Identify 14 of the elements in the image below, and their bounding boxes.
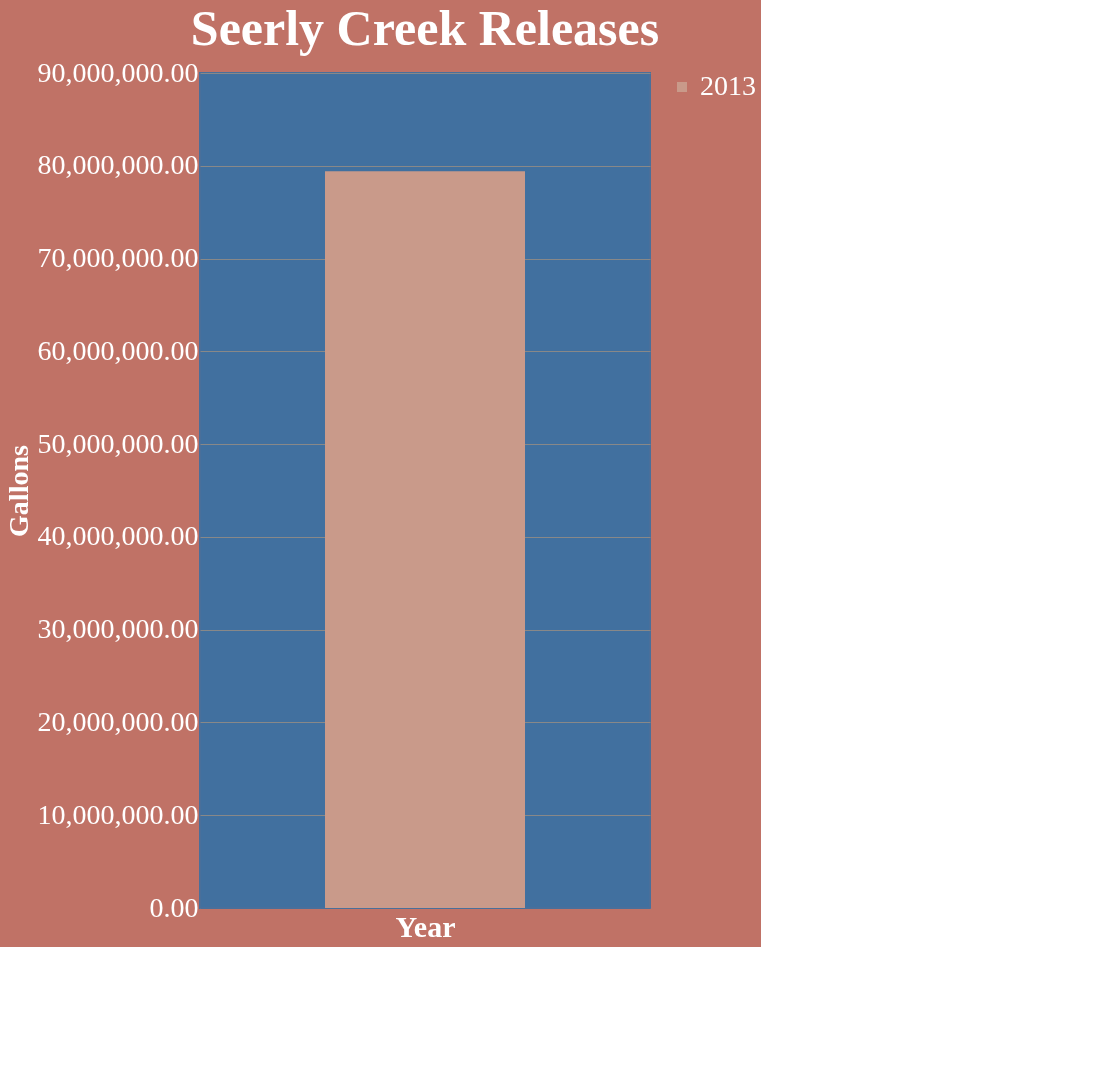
x-axis-title: Year — [395, 909, 456, 943]
y-tick-label: 50,000,000.00 — [37, 427, 199, 459]
y-tick-label: 10,000,000.00 — [37, 798, 199, 830]
legend-label: 2013 — [700, 70, 756, 101]
y-tick-label: 30,000,000.00 — [37, 613, 199, 645]
chart-title: Seerly Creek Releases — [190, 0, 660, 56]
y-axis-title: Gallons — [2, 445, 34, 537]
y-tick-label: 70,000,000.00 — [37, 242, 199, 274]
y-tick-label: 80,000,000.00 — [37, 149, 199, 181]
y-tick-label: 40,000,000.00 — [37, 520, 199, 552]
y-tick-label: 90,000,000.00 — [37, 56, 199, 88]
y-tick-label: 20,000,000.00 — [37, 705, 199, 737]
y-tick-label: 0.00 — [149, 891, 199, 923]
y-tick-label: 60,000,000.00 — [37, 334, 199, 366]
